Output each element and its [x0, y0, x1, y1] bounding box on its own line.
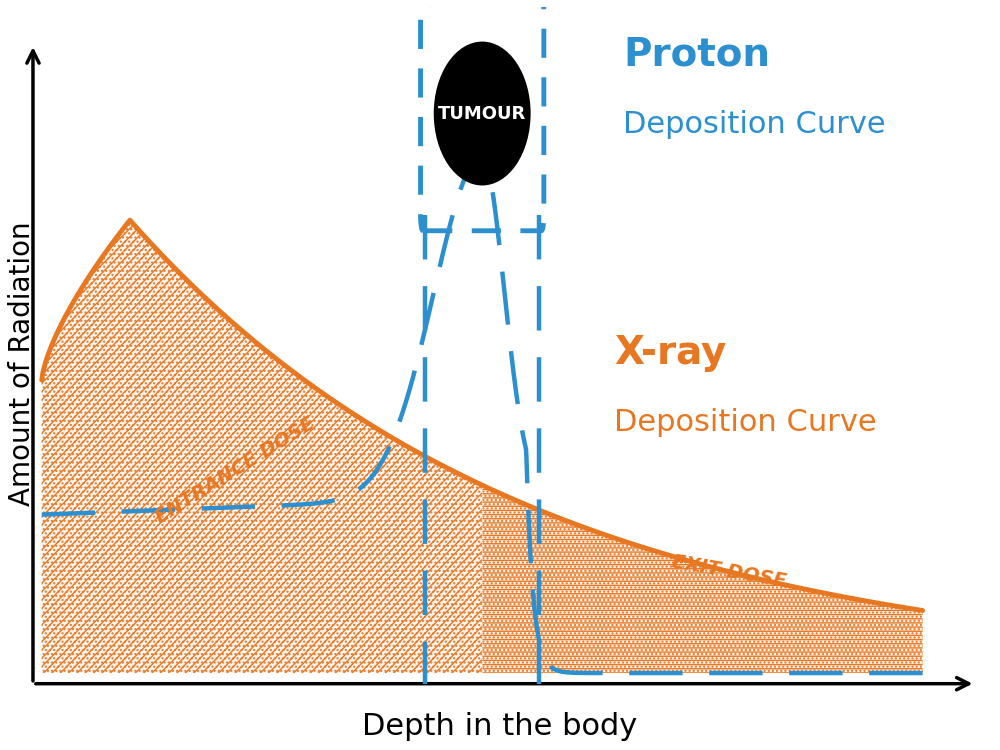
Text: Depth in the body: Depth in the body — [362, 712, 637, 741]
Text: TUMOUR: TUMOUR — [438, 104, 526, 122]
Text: Proton: Proton — [623, 36, 770, 74]
Text: Amount of Radiation: Amount of Radiation — [8, 222, 36, 506]
Text: Deposition Curve: Deposition Curve — [623, 110, 886, 139]
Text: ENTRANCE DOSE: ENTRANCE DOSE — [152, 414, 319, 527]
Text: Deposition Curve: Deposition Curve — [614, 408, 877, 437]
Ellipse shape — [434, 41, 531, 185]
Text: EXIT DOSE: EXIT DOSE — [670, 553, 788, 591]
Text: X-ray: X-ray — [614, 334, 727, 372]
